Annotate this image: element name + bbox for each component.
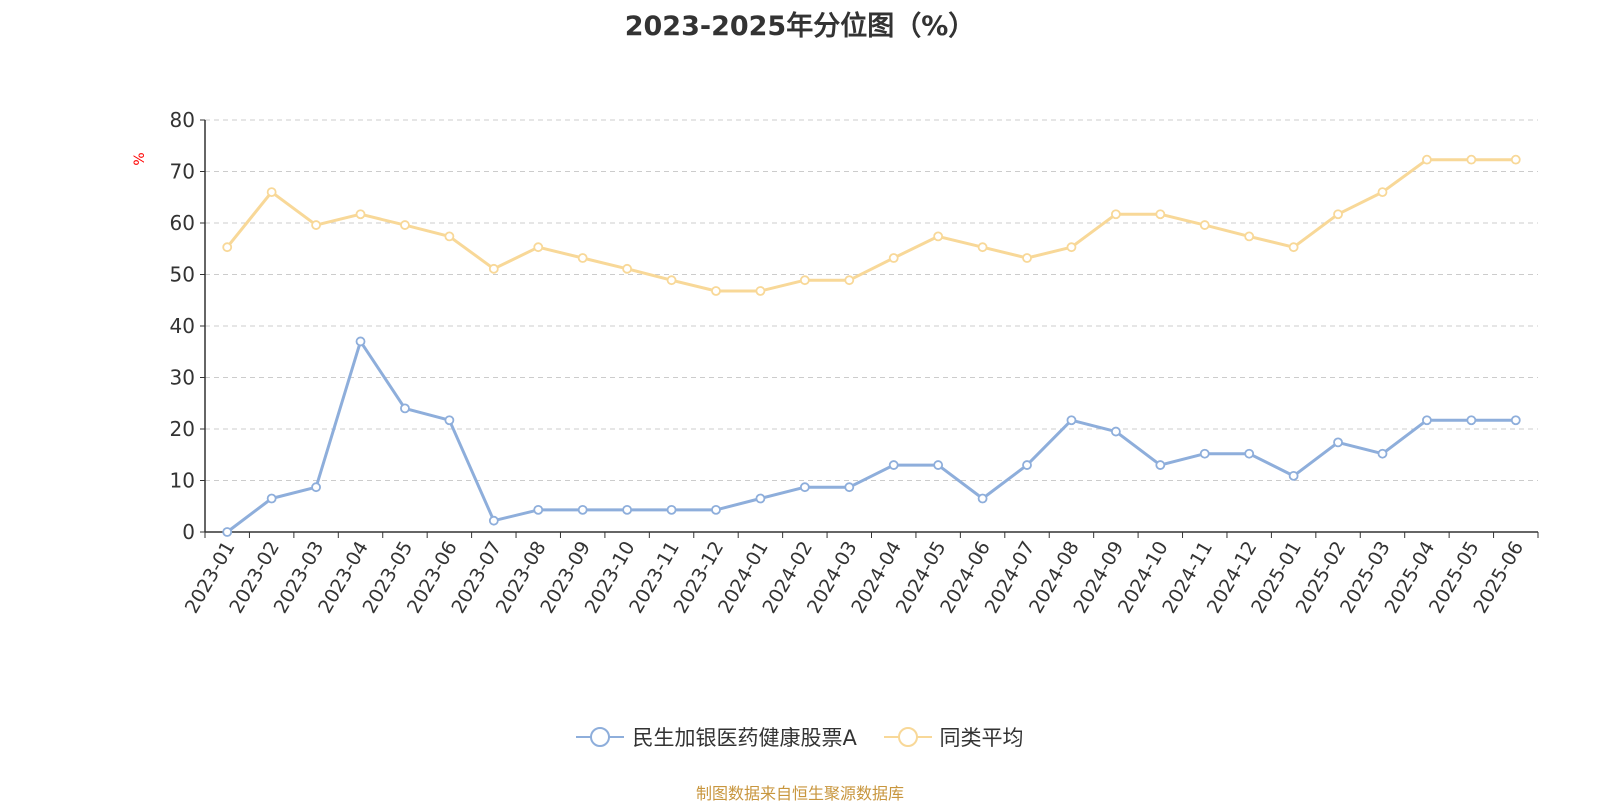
y-axis-unit-label: % [132,152,148,165]
data-point [355,209,366,220]
chart-title: 2023-2025年分位图（%） [624,11,976,42]
data-point [533,504,544,515]
data-point [1022,460,1032,470]
legend: 民生加银医药健康股票A 同类平均 [0,722,1600,752]
data-point [977,493,988,504]
legend-item-fund[interactable]: 民生加银医药健康股票A [576,722,857,752]
data-point [355,336,366,347]
data-point [666,275,677,286]
data-point [1199,448,1210,459]
data-point [755,286,766,296]
data-point [400,220,410,230]
data-point [577,504,588,515]
data-point [1022,253,1032,263]
legend-item-peer-average[interactable]: 同类平均 [883,722,1024,752]
data-point [1510,415,1521,426]
data-point [933,231,944,242]
data-point [400,403,410,414]
data-point [488,515,499,526]
series [222,154,1521,537]
data-point [1510,154,1521,165]
grid-lines [205,119,1538,481]
y-tick-label: 20 [170,417,195,441]
y-tick-label: 40 [170,314,195,338]
data-source-footer: 制图数据来自恒生聚源数据库 [695,784,904,803]
data-point [1333,437,1343,448]
data-point [622,504,633,515]
data-point [1244,448,1255,459]
legend-line-circle-icon [883,727,932,747]
legend-label-peer-average: 同类平均 [939,726,1024,750]
data-point [1155,209,1166,220]
data-point [711,286,721,296]
y-tick-label: 50 [170,263,195,287]
y-tick-label: 10 [170,469,195,493]
data-point [1288,242,1299,253]
data-point [1110,209,1121,220]
y-tick-label: 70 [170,160,195,184]
data-point [1066,242,1077,253]
data-point [1066,415,1077,426]
data-point [933,460,944,470]
data-point [444,415,455,426]
data-point [977,242,988,253]
data-point [1244,231,1255,242]
data-point [1110,426,1121,437]
data-point [1377,187,1388,198]
data-point [311,220,321,230]
data-point [799,482,810,493]
data-point [533,242,544,253]
series-line-0 [226,339,1516,534]
legend-line-circle-icon [576,727,625,747]
data-point [666,504,677,515]
y-tick-label: 60 [170,211,195,235]
data-point [222,527,233,537]
data-point [1155,460,1166,470]
data-point [711,504,721,515]
y-tick-label: 30 [170,366,195,390]
data-point [1422,415,1432,426]
data-point [1422,154,1432,165]
data-point [444,231,455,242]
data-point [755,493,766,504]
data-point [311,482,321,493]
legend-label-fund: 民生加银医药健康股票A [632,726,857,750]
data-point [1199,220,1210,230]
data-point [266,187,277,198]
data-point [222,242,233,253]
data-point [577,253,588,263]
y-tick-label: 80 [170,108,195,132]
data-point [1288,470,1299,481]
data-point [1466,415,1477,426]
data-point [1333,209,1343,220]
data-point [888,253,899,263]
series-line-1 [226,158,1516,293]
data-point [844,275,855,286]
data-point [1377,448,1388,459]
data-point [622,263,633,274]
data-point [1466,154,1477,165]
y-tick-label: 0 [182,520,195,544]
data-point [844,482,855,493]
data-point [266,493,277,504]
data-point [488,263,499,274]
data-point [888,460,899,470]
data-point [799,275,810,286]
